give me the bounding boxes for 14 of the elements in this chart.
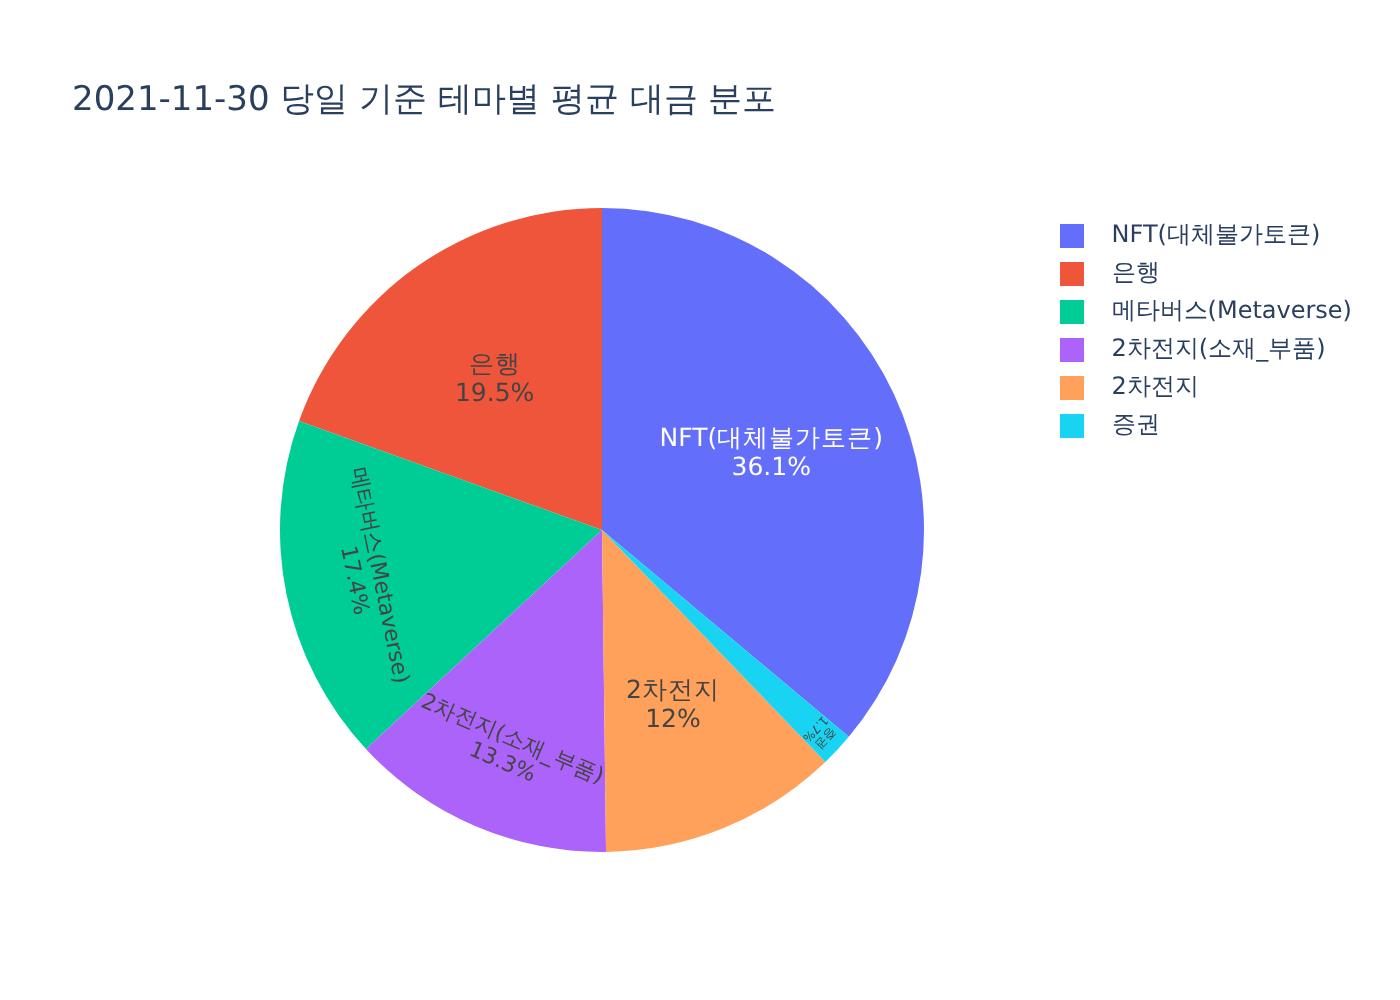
- data-label: 36.1%: [731, 450, 812, 481]
- legend-label: NFT(대체불가토큰): [1111, 218, 1321, 252]
- legend-label: 2차전지(소재_부품): [1111, 332, 1326, 366]
- slice-label: NFT(대체불가토큰): [659, 422, 883, 453]
- slice-label: 은행: [468, 348, 521, 379]
- legend-label: 2차전지: [1111, 370, 1199, 404]
- data-label: 19.5%: [454, 376, 535, 407]
- legend-label: 증권: [1111, 408, 1160, 442]
- legend-label: 메타버스(Metaverse): [1111, 294, 1352, 328]
- pie-slice: [602, 530, 849, 762]
- legend-label: 은행: [1111, 256, 1160, 290]
- data-label: 12%: [645, 702, 701, 733]
- chart-title: 2021-11-30 당일 기준 테마별 평균 대금 분포: [72, 78, 777, 122]
- slice-label: 2차전지: [625, 673, 720, 704]
